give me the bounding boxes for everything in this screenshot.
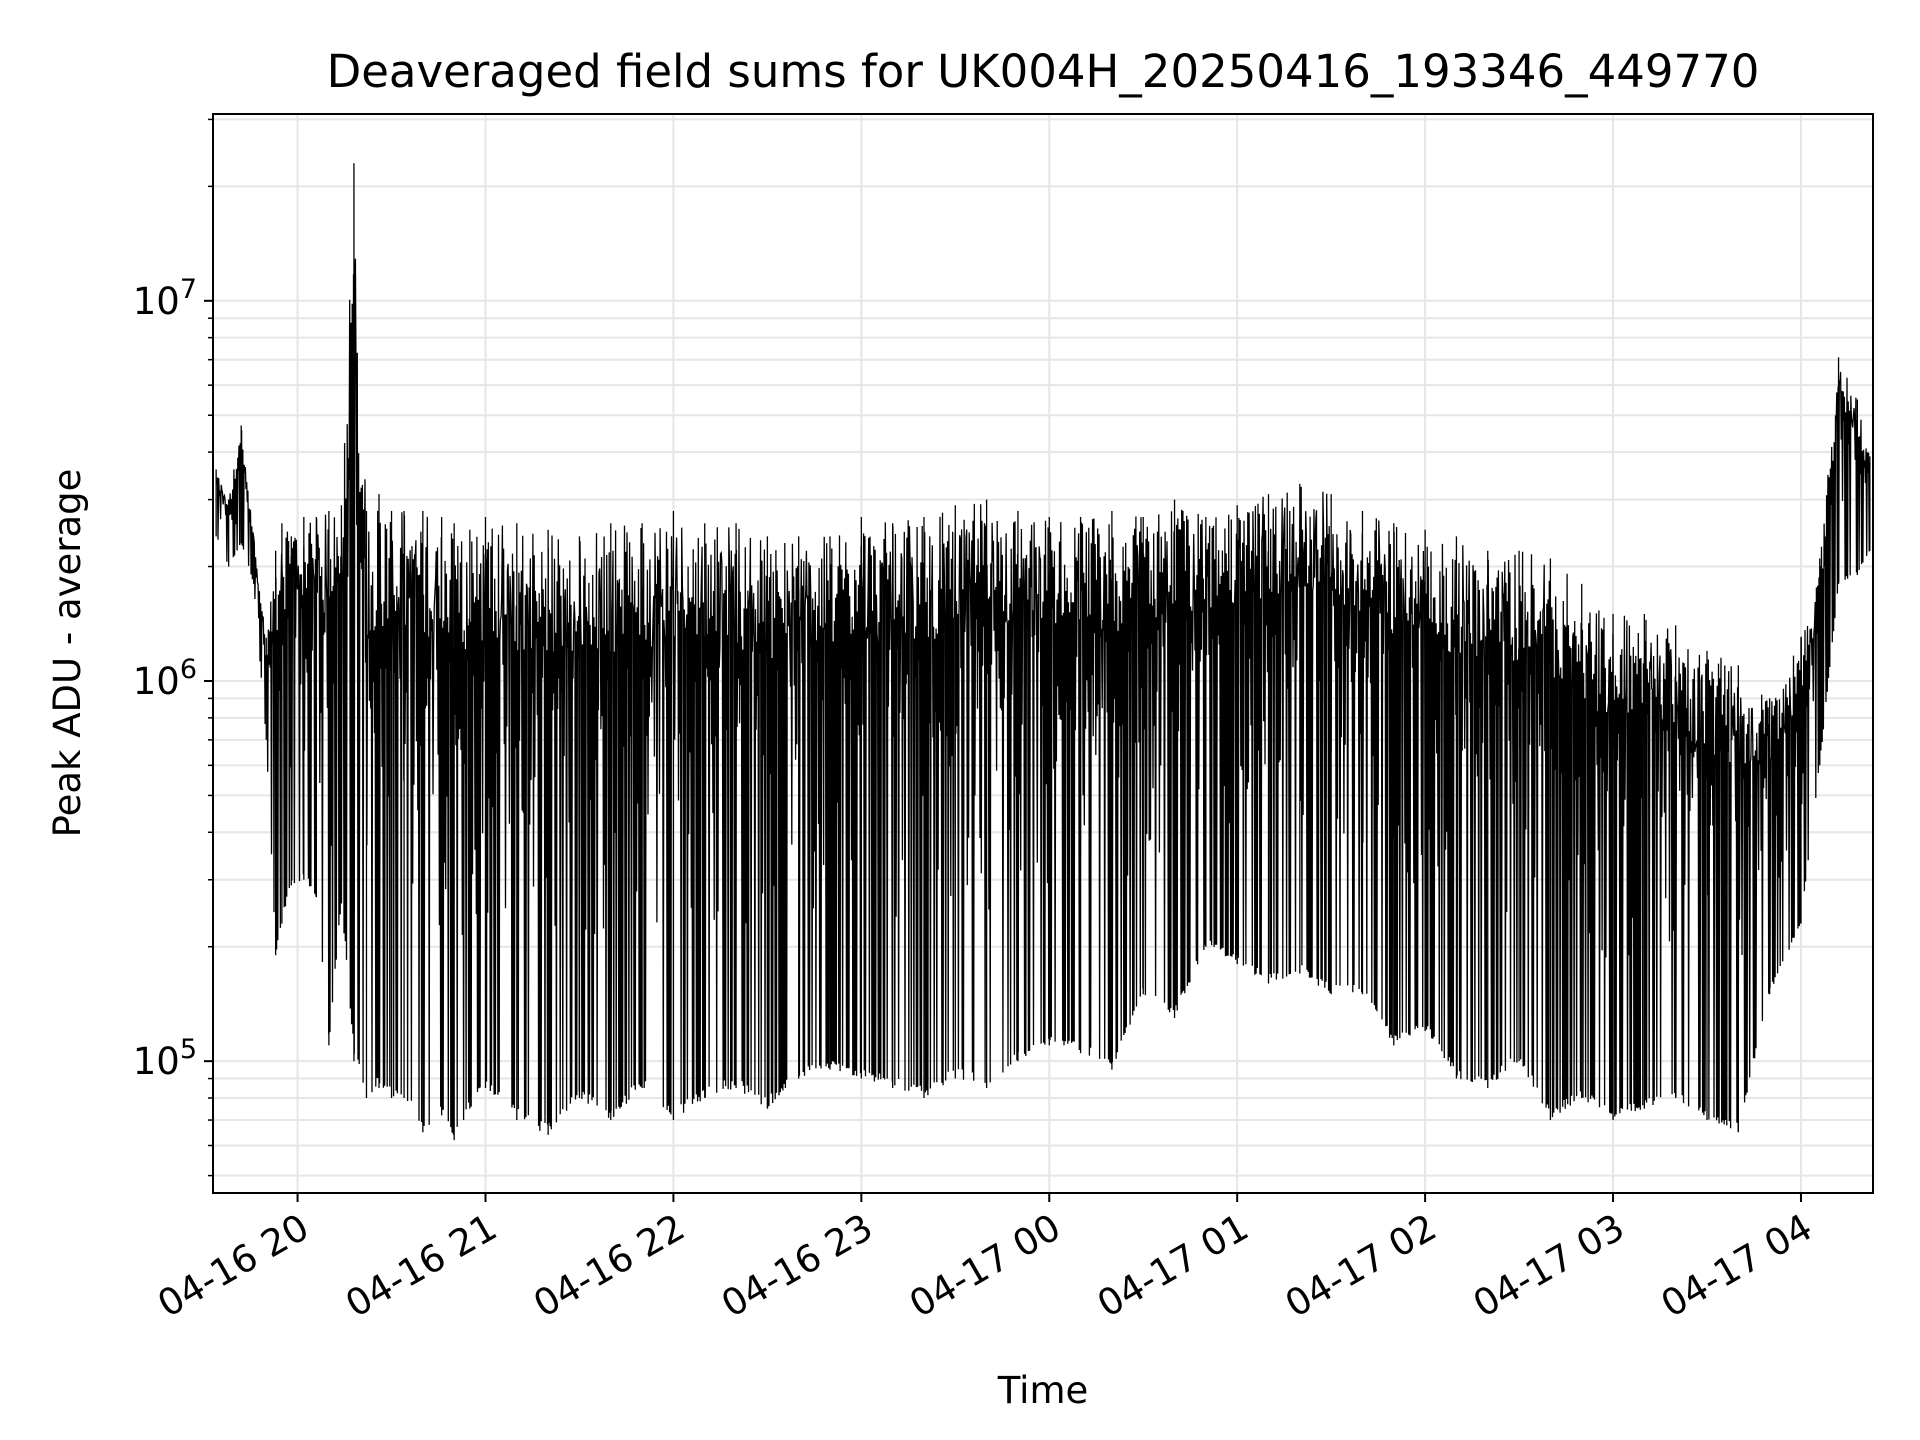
x-axis-label: Time (997, 1369, 1089, 1412)
y-tick-label: 107 (133, 274, 197, 323)
y-tick-label: 106 (133, 654, 197, 703)
series-line (215, 258, 1871, 1135)
y-axis-label: Peak ADU - average (46, 469, 89, 838)
chart-title: Deaveraged field sums for UK004H_2025041… (327, 45, 1760, 98)
plot-frame (212, 113, 1874, 1194)
series-layer (215, 163, 1871, 1141)
y-tick-label: 105 (133, 1034, 197, 1083)
y-axis-ticks: 105 106 107 (133, 118, 213, 1177)
